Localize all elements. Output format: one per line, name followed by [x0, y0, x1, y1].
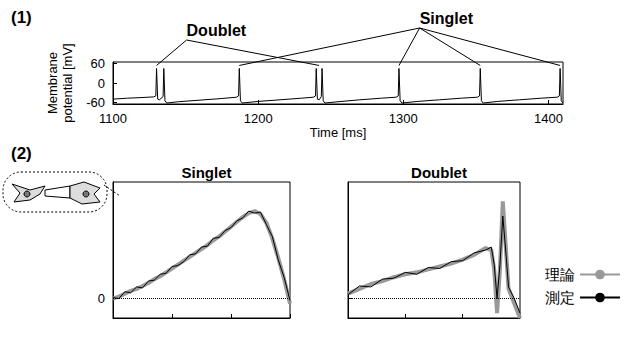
svg-text:測定: 測定: [545, 289, 575, 306]
svg-text:0: 0: [98, 76, 105, 91]
svg-text:1200: 1200: [244, 111, 273, 126]
svg-text:60: 60: [91, 56, 105, 71]
svg-text:potential [mV]: potential [mV]: [60, 43, 75, 123]
svg-text:1400: 1400: [534, 111, 563, 126]
svg-text:Time [ms]: Time [ms]: [310, 125, 367, 140]
svg-text:理論: 理論: [545, 266, 575, 283]
svg-text:Doublet: Doublet: [187, 22, 247, 39]
svg-text:(2): (2): [11, 144, 32, 163]
svg-text:Singlet: Singlet: [420, 10, 474, 27]
svg-text:Doublet: Doublet: [411, 164, 467, 181]
svg-text:Singlet: Singlet: [181, 164, 231, 181]
svg-text:1100: 1100: [99, 111, 127, 126]
svg-text:(1): (1): [11, 8, 32, 27]
svg-text:Membrane: Membrane: [45, 52, 60, 114]
svg-text:1300: 1300: [389, 111, 418, 126]
svg-text:0: 0: [98, 291, 105, 306]
svg-text:-60: -60: [86, 95, 105, 110]
